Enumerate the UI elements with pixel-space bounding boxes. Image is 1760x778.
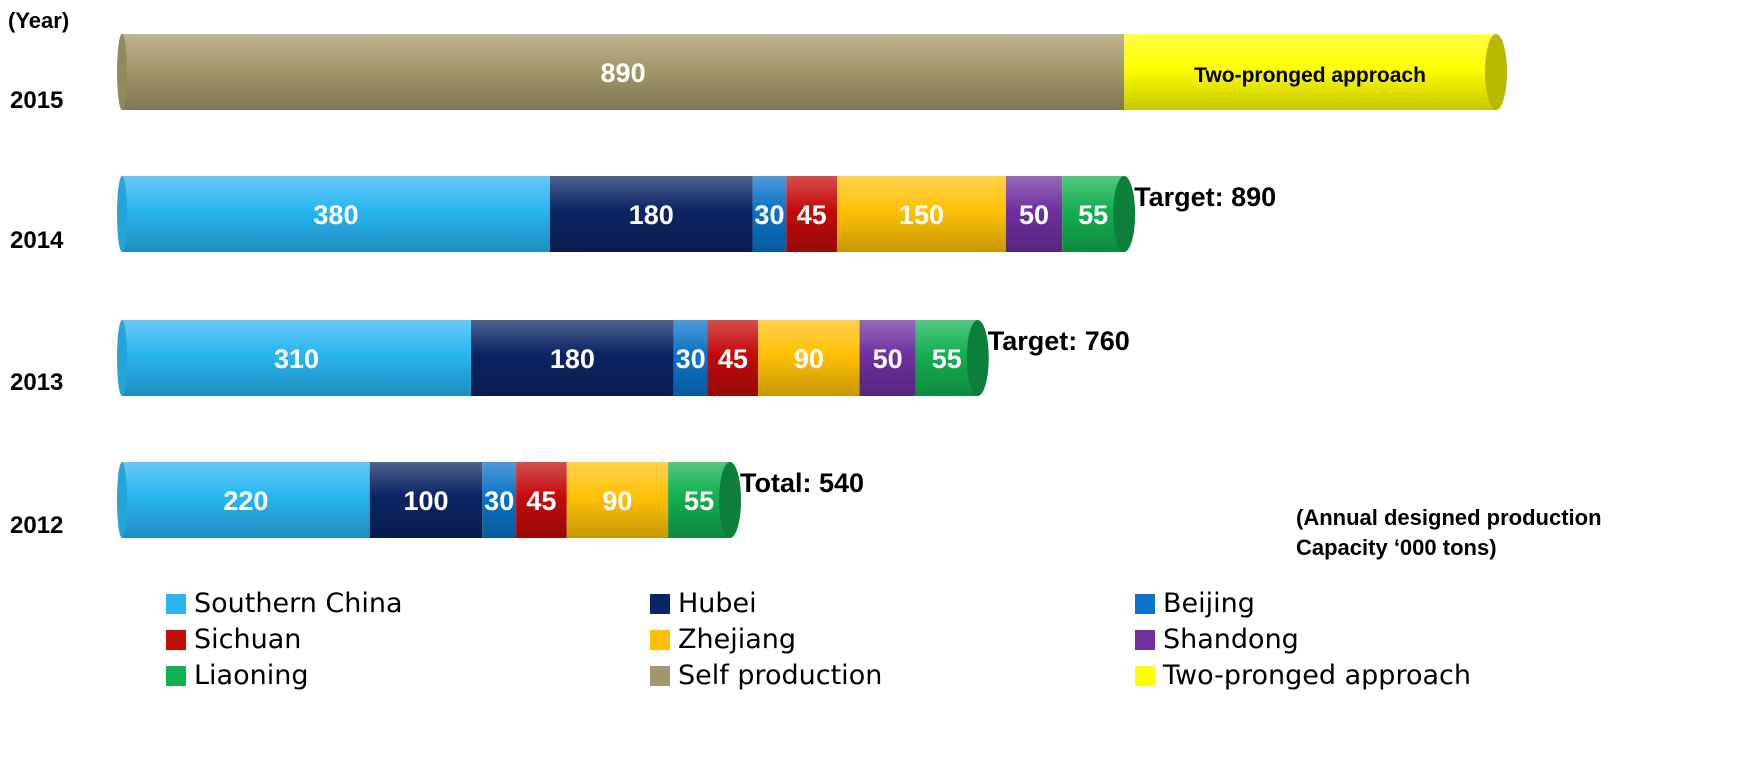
bar-segment-2014-shandong (1005, 176, 1063, 252)
bar-segment-2012-hubei (369, 462, 483, 538)
bar-left-cap-2013 (117, 320, 127, 396)
bar-right-cap-2012 (719, 462, 742, 538)
data-label-2014-beijing: 30 (754, 200, 784, 230)
data-label-2013-hubei: 180 (550, 344, 595, 374)
bar-segment-2012-southern-china (122, 462, 370, 538)
legend-item-zhejiang: Zhejiang (650, 624, 796, 655)
bar-total-label-2014: Target: 890 (1134, 182, 1276, 212)
legend-label: Self production (678, 660, 883, 691)
bar-total-label-2013: Target: 760 (988, 326, 1130, 356)
bar-right-cap-2013 (966, 320, 989, 396)
data-label-2014-zhejiang: 150 (899, 200, 944, 230)
legend-item-liaoning: Liaoning (166, 660, 308, 691)
unit-note-line-2: Capacity ‘000 tons) (1296, 535, 1497, 560)
data-label-2013-beijing: 30 (676, 344, 706, 374)
legend-item-self-production: Self production (650, 660, 882, 691)
data-label-2012-beijing: 30 (484, 486, 514, 516)
bar-segment-2012-zhejiang (566, 462, 669, 538)
data-label-2015-self-production: 890 (601, 58, 646, 88)
bar-segment-2014-beijing (752, 176, 787, 252)
bar-segment-2013-zhejiang (758, 320, 860, 396)
bar-left-cap-2012 (117, 462, 127, 538)
unit-note: (Annual designed production Capacity ‘00… (1296, 503, 1602, 563)
data-label-2012-hubei: 100 (403, 486, 448, 516)
bar-total-label-2012: Total: 540 (740, 468, 864, 498)
bar-segment-2012-beijing (482, 462, 517, 538)
data-label-2013-liaoning: 55 (932, 344, 962, 374)
data-label-2014-sichuan: 45 (797, 200, 827, 230)
data-label-2012-southern-china: 220 (223, 486, 268, 516)
unit-note-line-1: (Annual designed production (1296, 505, 1602, 530)
legend-swatch (650, 629, 670, 650)
legend-label: Two-pronged approach (1163, 660, 1471, 691)
legend-item-sichuan: Sichuan (166, 624, 301, 655)
data-label-2013-sichuan: 45 (718, 344, 748, 374)
data-label-2013-shandong: 50 (873, 344, 903, 374)
data-label-2015-two-pronged-approach: Two-pronged approach (1194, 64, 1426, 87)
bar-segment-2015-self-production (122, 34, 1125, 110)
legend-swatch (166, 593, 186, 614)
bar-segment-2013-beijing (673, 320, 708, 396)
data-label-2014-shandong: 50 (1019, 200, 1049, 230)
legend-swatch (166, 629, 186, 650)
legend-label: Beijing (1163, 588, 1255, 619)
data-label-2012-liaoning: 55 (684, 486, 714, 516)
legend-swatch (1135, 629, 1155, 650)
legend-swatch (650, 593, 670, 614)
legend-label: Liaoning (194, 660, 309, 691)
bar-segment-2014-southern-china (122, 176, 550, 252)
legend-swatch (650, 665, 670, 686)
legend-item-hubei: Hubei (650, 588, 757, 619)
legend-swatch (1135, 593, 1155, 614)
legend-item-two-pronged-approach: Two-pronged approach (1135, 660, 1471, 691)
year-label-2014: 2014 (10, 227, 64, 254)
bar-left-cap-2015 (117, 34, 127, 110)
legend-label: Hubei (678, 588, 757, 619)
legend-label: Shandong (1163, 624, 1299, 655)
year-label-2012: 2012 (10, 512, 63, 539)
bar-segment-2014-sichuan (786, 176, 838, 252)
data-label-2014-hubei: 180 (629, 200, 674, 230)
bar-segment-2014-zhejiang (837, 176, 1006, 252)
data-label-2013-southern-china: 310 (274, 344, 319, 374)
bar-segment-2015-two-pronged-approach (1124, 34, 1496, 110)
bar-segment-2013-hubei (471, 320, 674, 396)
legend-swatch (1135, 665, 1155, 686)
data-label-2014-liaoning: 55 (1078, 200, 1108, 230)
data-label-2012-sichuan: 45 (526, 486, 556, 516)
data-label-2012-zhejiang: 90 (602, 486, 632, 516)
legend-item-southern-china: Southern China (166, 588, 403, 619)
legend-swatch (166, 665, 186, 686)
bar-segment-2012-sichuan (516, 462, 567, 538)
year-label-2015: 2015 (10, 87, 63, 114)
bar-segment-2013-sichuan (707, 320, 759, 396)
y-axis-title: (Year) (8, 8, 70, 33)
year-label-2013: 2013 (10, 369, 63, 396)
legend-label: Sichuan (194, 624, 302, 655)
legend-label: Southern China (194, 588, 403, 619)
bar-right-cap-2015 (1485, 34, 1507, 110)
data-label-2014-southern-china: 380 (313, 200, 358, 230)
bar-left-cap-2014 (117, 176, 127, 252)
bar-right-cap-2014 (1113, 176, 1136, 252)
legend-label: Zhejiang (678, 624, 797, 655)
legend-item-beijing: Beijing (1135, 588, 1255, 619)
data-label-2013-zhejiang: 90 (794, 344, 824, 374)
bar-segment-2013-shandong (859, 320, 916, 396)
legend-item-shandong: Shandong (1135, 624, 1299, 655)
bar-segment-2014-hubei (549, 176, 753, 252)
bar-segment-2013-southern-china (122, 320, 472, 396)
